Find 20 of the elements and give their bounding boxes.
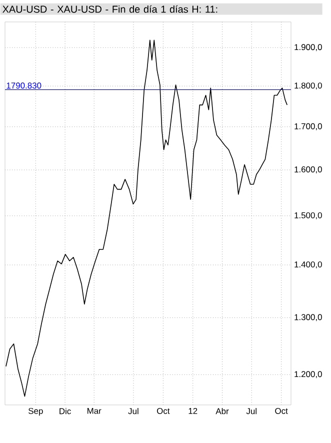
x-tick-label: Abr xyxy=(216,408,229,414)
y-tick-label: 1.300,0 xyxy=(294,314,322,322)
ref-line-label: 1790.830 xyxy=(6,82,42,89)
x-tick-label: Dic xyxy=(60,408,71,414)
y-tick-label: 1.200,0 xyxy=(294,371,322,378)
chart-title: XAU-USD - XAU-USD - Fin de día 1 días H: 11: xyxy=(2,5,218,13)
y-tick-label: 1.600,0 xyxy=(294,166,322,174)
line-series xyxy=(6,40,288,397)
y-tick-label: 1.500,0 xyxy=(294,212,322,220)
x-tick-label: Oct xyxy=(156,408,170,414)
y-tick-label: 1.800,0 xyxy=(294,82,322,90)
x-tick-label: Jul xyxy=(246,408,256,414)
x-tick-label: Jul xyxy=(128,408,138,414)
y-tick-label: 1.700,0 xyxy=(294,123,322,130)
x-tick-label: 12 xyxy=(188,408,198,414)
x-tick-label: Oct xyxy=(275,408,288,414)
y-tick-label: 1.400,0 xyxy=(294,261,322,268)
x-tick-label: Sep xyxy=(28,408,43,416)
x-tick-label: Mar xyxy=(87,408,102,414)
y-tick-label: 1.900,0 xyxy=(294,44,322,52)
